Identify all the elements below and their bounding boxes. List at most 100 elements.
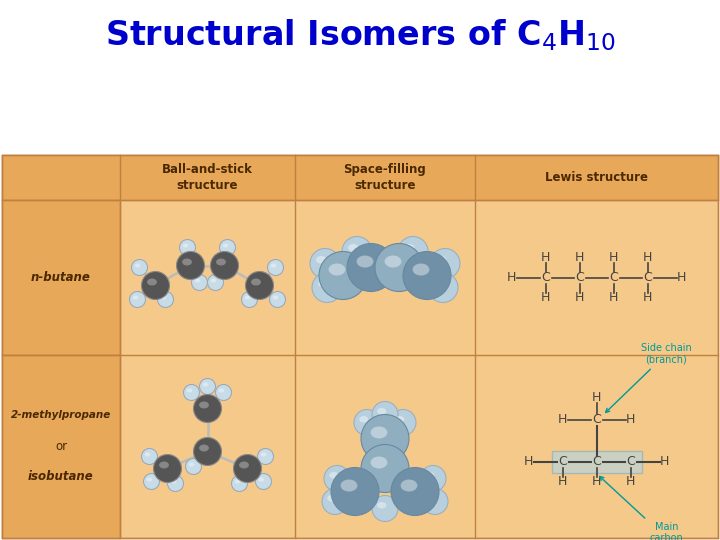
Ellipse shape: [436, 256, 446, 264]
Text: Space-filling
structure: Space-filling structure: [343, 163, 426, 192]
Circle shape: [220, 240, 235, 255]
Circle shape: [268, 260, 284, 275]
Ellipse shape: [395, 416, 405, 422]
Text: H: H: [592, 475, 601, 488]
Circle shape: [246, 272, 274, 300]
Circle shape: [143, 474, 160, 489]
Text: Main
carbon
chain: Main carbon chain: [600, 476, 683, 540]
Circle shape: [372, 496, 398, 522]
Ellipse shape: [159, 462, 169, 469]
Circle shape: [176, 252, 204, 280]
Text: H: H: [524, 455, 534, 468]
Circle shape: [184, 384, 199, 401]
Ellipse shape: [132, 295, 138, 300]
Circle shape: [153, 455, 181, 483]
Circle shape: [420, 465, 446, 491]
Text: C: C: [643, 271, 652, 284]
Ellipse shape: [348, 244, 359, 252]
Ellipse shape: [404, 244, 415, 252]
Ellipse shape: [216, 259, 226, 266]
Text: Lewis structure: Lewis structure: [545, 171, 648, 184]
Text: H: H: [575, 251, 584, 264]
Ellipse shape: [203, 382, 208, 387]
Circle shape: [199, 379, 215, 395]
Circle shape: [210, 252, 238, 280]
Circle shape: [428, 273, 458, 302]
Circle shape: [322, 489, 348, 515]
Circle shape: [130, 292, 145, 307]
Circle shape: [347, 244, 395, 292]
Circle shape: [361, 444, 409, 492]
Circle shape: [331, 468, 379, 516]
Ellipse shape: [235, 480, 240, 483]
Ellipse shape: [371, 456, 387, 469]
Ellipse shape: [258, 477, 264, 482]
Ellipse shape: [245, 295, 251, 300]
Text: H: H: [643, 291, 652, 304]
FancyBboxPatch shape: [552, 450, 642, 472]
Ellipse shape: [329, 472, 338, 478]
Text: isobutane: isobutane: [28, 470, 94, 483]
Ellipse shape: [189, 462, 194, 467]
Ellipse shape: [251, 279, 261, 286]
Bar: [2, 155, 718, 200]
Ellipse shape: [413, 264, 429, 275]
Ellipse shape: [359, 416, 369, 422]
Circle shape: [158, 292, 174, 307]
Bar: [2, 155, 718, 538]
Circle shape: [232, 476, 248, 491]
Text: H: H: [609, 291, 618, 304]
Ellipse shape: [211, 279, 216, 282]
Circle shape: [132, 260, 148, 275]
Circle shape: [354, 409, 380, 435]
Text: H: H: [660, 455, 669, 468]
Ellipse shape: [318, 280, 328, 287]
Text: H: H: [609, 251, 618, 264]
Circle shape: [256, 474, 271, 489]
Ellipse shape: [271, 264, 276, 267]
Bar: [2, 355, 120, 538]
Ellipse shape: [356, 255, 374, 267]
Circle shape: [390, 409, 416, 435]
Ellipse shape: [400, 480, 418, 491]
Text: C: C: [558, 455, 567, 468]
Text: H: H: [558, 413, 567, 426]
Ellipse shape: [222, 244, 228, 247]
Ellipse shape: [135, 264, 140, 267]
Ellipse shape: [377, 502, 387, 509]
Circle shape: [398, 237, 428, 267]
Text: Ball-and-stick
structure: Ball-and-stick structure: [162, 163, 253, 192]
Text: H: H: [541, 291, 550, 304]
Bar: [2, 200, 120, 355]
Text: C: C: [626, 455, 635, 468]
Ellipse shape: [377, 408, 387, 415]
Circle shape: [319, 252, 367, 300]
Text: H: H: [677, 271, 686, 284]
Circle shape: [142, 449, 158, 464]
Text: Structural Isomers of C$_4$H$_{10}$: Structural Isomers of C$_4$H$_{10}$: [105, 17, 615, 53]
Ellipse shape: [273, 295, 279, 300]
Text: H: H: [558, 475, 567, 488]
Ellipse shape: [161, 295, 166, 300]
Ellipse shape: [327, 495, 336, 502]
Text: C: C: [609, 271, 618, 284]
Ellipse shape: [426, 472, 434, 478]
Circle shape: [194, 437, 222, 465]
Circle shape: [310, 248, 340, 279]
Text: Side chain
(branch): Side chain (branch): [606, 343, 692, 413]
Text: H: H: [626, 475, 635, 488]
Circle shape: [142, 272, 169, 300]
Ellipse shape: [239, 462, 249, 469]
Ellipse shape: [316, 256, 326, 264]
Ellipse shape: [219, 388, 225, 393]
Circle shape: [403, 252, 451, 300]
Circle shape: [269, 292, 286, 307]
Ellipse shape: [171, 480, 176, 483]
Circle shape: [233, 455, 261, 483]
Ellipse shape: [384, 255, 402, 267]
Ellipse shape: [328, 264, 346, 275]
Circle shape: [168, 476, 184, 491]
Circle shape: [430, 248, 460, 279]
Circle shape: [422, 489, 448, 515]
Ellipse shape: [182, 259, 192, 266]
